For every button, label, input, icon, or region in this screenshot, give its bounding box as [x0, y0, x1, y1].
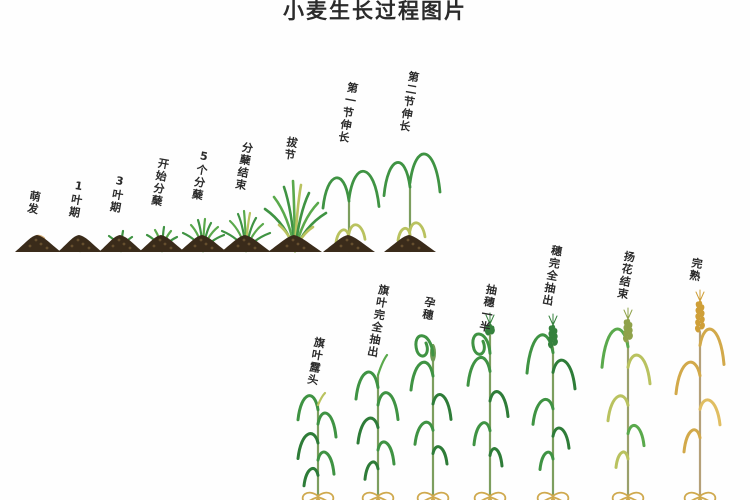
plant-flag-leaf-full	[354, 353, 400, 500]
plant-booting	[409, 334, 453, 500]
plant-three-leaf	[99, 229, 143, 253]
plant-half-heading	[466, 312, 510, 500]
plant-second-node	[382, 152, 442, 253]
plant-five-tillers	[179, 217, 227, 253]
plant-tillering-end	[220, 209, 272, 253]
plant-first-node	[321, 169, 381, 253]
plant-full-heading	[525, 313, 577, 500]
plant-one-leaf	[58, 235, 102, 253]
plant-jointing	[263, 179, 328, 253]
plant-tillering-start	[139, 225, 185, 253]
plant-germination	[15, 234, 61, 252]
plant-flag-leaf-tip	[296, 391, 338, 500]
page-title: 小麦生长过程图片	[283, 0, 467, 23]
plant-full-ripeness	[674, 289, 726, 500]
plant-flowering-end	[600, 307, 652, 500]
